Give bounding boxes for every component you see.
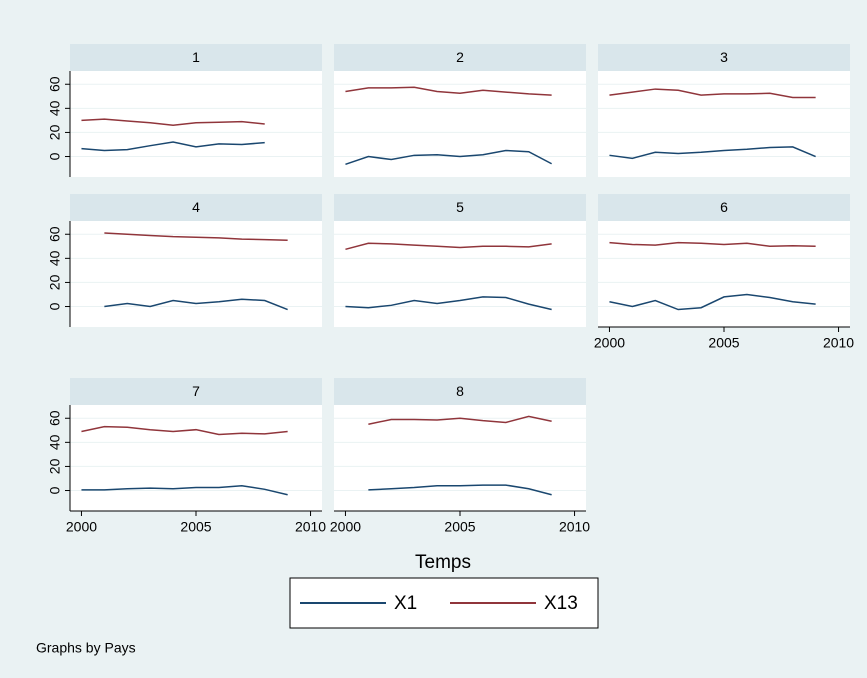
- panel-title-bar: [334, 194, 586, 221]
- panel-title-bar: [334, 378, 586, 405]
- panel-title: 8: [456, 383, 464, 399]
- series-line: [609, 146, 816, 160]
- x-tick-label: 2000: [66, 519, 97, 535]
- x-tick-label: 2005: [708, 335, 739, 351]
- panel-title: 7: [192, 383, 200, 399]
- y-tick-label: 40: [47, 100, 63, 116]
- x-axis-title: Temps: [415, 552, 471, 573]
- legend-label: X1: [394, 593, 417, 614]
- plot-area: [598, 71, 850, 177]
- plot-area: [334, 221, 586, 327]
- plot-area: [70, 71, 322, 177]
- series-line: [104, 232, 288, 242]
- panel-title-bar: [598, 44, 850, 71]
- plot-area: [598, 221, 850, 327]
- legend-label: X13: [544, 593, 578, 614]
- y-tick-label: 40: [47, 250, 63, 266]
- x-tick-label: 2000: [594, 335, 625, 351]
- series-line: [609, 241, 816, 248]
- series-line: [345, 296, 552, 311]
- panel-title-bar: [70, 44, 322, 71]
- x-tick-label: 2010: [559, 519, 590, 535]
- panel-title: 4: [192, 199, 200, 215]
- x-tick-label: 2000: [330, 519, 361, 535]
- series-line: [81, 118, 265, 126]
- y-tick-label: 0: [47, 152, 63, 160]
- series-line: [609, 293, 816, 311]
- y-tick-label: 0: [47, 486, 63, 494]
- y-tick-label: 20: [47, 458, 63, 474]
- series-line: [345, 149, 552, 166]
- x-tick-label: 2010: [295, 519, 326, 535]
- panel-title: 3: [720, 49, 728, 65]
- y-tick-label: 40: [47, 434, 63, 450]
- panel-title: 5: [456, 199, 464, 215]
- series-line: [81, 141, 265, 152]
- series-line: [81, 425, 288, 436]
- series-line: [345, 242, 552, 251]
- x-tick-label: 2005: [180, 519, 211, 535]
- y-tick-label: 0: [47, 302, 63, 310]
- plot-area: [70, 405, 322, 511]
- panel-title: 1: [192, 49, 200, 65]
- series-line: [345, 86, 552, 96]
- y-tick-label: 60: [47, 76, 63, 92]
- y-tick-label: 20: [47, 124, 63, 140]
- panel-title-bar: [334, 44, 586, 71]
- series-line: [368, 484, 552, 496]
- x-tick-label: 2005: [444, 519, 475, 535]
- series-line: [609, 88, 816, 99]
- panel-title-bar: [598, 194, 850, 221]
- y-tick-label: 20: [47, 274, 63, 290]
- y-tick-label: 60: [47, 410, 63, 426]
- panel-title-bar: [70, 194, 322, 221]
- panel-title: 2: [456, 49, 464, 65]
- plot-area: [70, 221, 322, 327]
- series-line: [368, 415, 552, 426]
- series-line: [81, 484, 288, 496]
- panel-title: 6: [720, 199, 728, 215]
- y-tick-label: 60: [47, 226, 63, 242]
- panel-title-bar: [70, 378, 322, 405]
- series-line: [104, 298, 288, 311]
- x-tick-label: 2010: [823, 335, 854, 351]
- note: Graphs by Pays: [36, 640, 136, 656]
